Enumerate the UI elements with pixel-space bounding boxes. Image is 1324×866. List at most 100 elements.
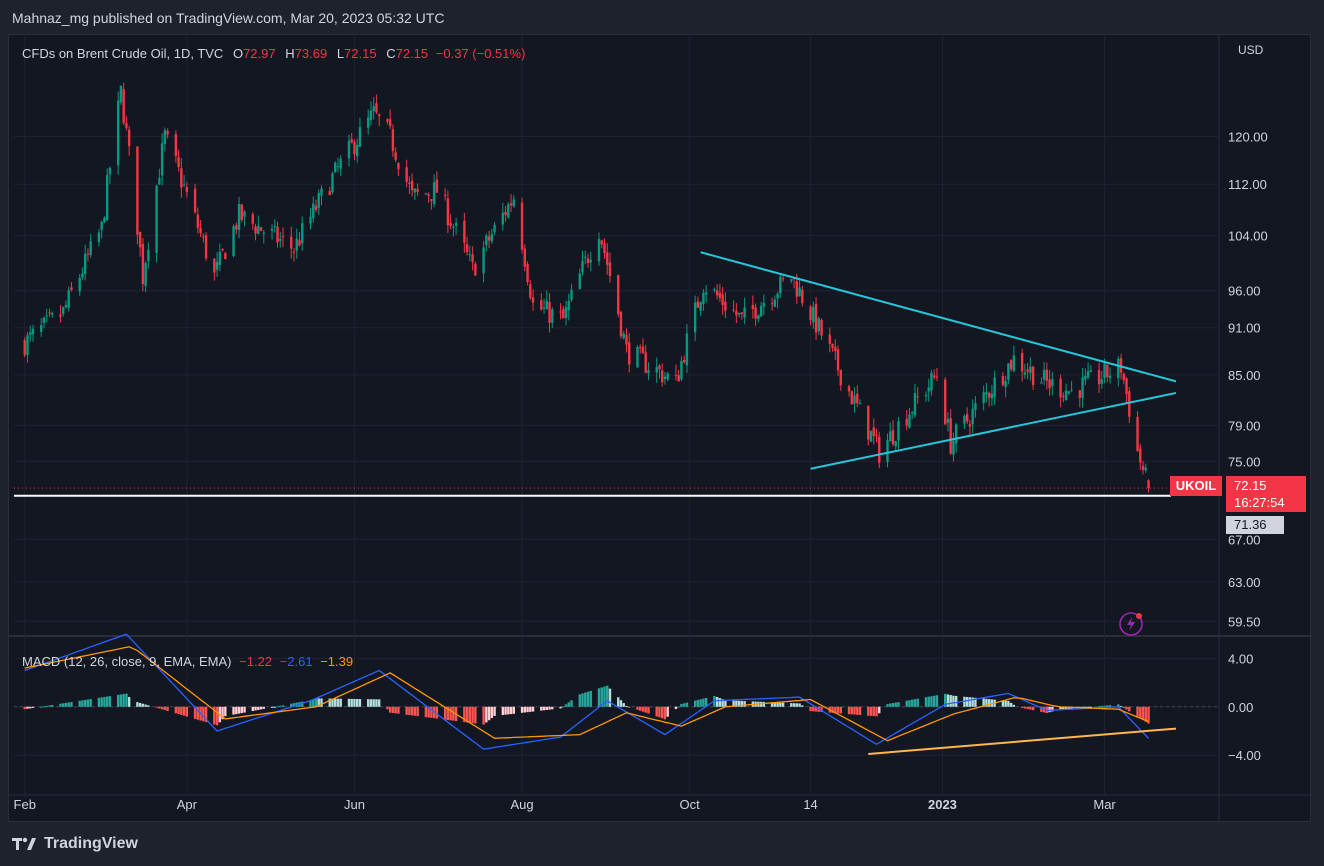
candle-body — [471, 254, 474, 262]
candle-body — [965, 413, 969, 422]
macd-hist-bar — [353, 698, 356, 707]
candle-body — [31, 328, 35, 335]
candle-body — [83, 253, 87, 274]
candle-body — [853, 395, 856, 404]
candle-body — [674, 374, 678, 376]
candle-body — [663, 376, 667, 379]
macd-hist-bar — [493, 706, 496, 716]
candle-body — [281, 236, 285, 238]
candle-body — [982, 392, 985, 404]
candle-body — [42, 317, 46, 323]
macd-hist-bar — [952, 695, 955, 707]
candle-body — [336, 166, 340, 168]
candle-body — [737, 312, 741, 315]
candle-body — [721, 294, 724, 306]
candle-body — [257, 225, 260, 234]
macd-hist-bar — [1059, 706, 1062, 710]
macd-hist-bar — [776, 702, 779, 707]
macd-hist-bar — [853, 706, 856, 715]
macd-hist-bar — [465, 706, 469, 723]
candle-body — [279, 238, 282, 241]
candle-body — [490, 234, 494, 242]
price-tick-label: 59.50 — [1228, 614, 1261, 629]
candle-body — [474, 263, 477, 276]
macd-hist-bar — [424, 706, 428, 718]
candle-body — [174, 134, 178, 156]
macd-hist-bar — [699, 699, 702, 707]
candle-body — [405, 167, 408, 182]
macd-hist-bar — [320, 698, 323, 707]
candle-body — [905, 418, 908, 426]
macd-hist-bar — [856, 706, 859, 715]
candle-body — [586, 258, 590, 263]
macd-hist-bar — [867, 706, 870, 716]
candle-body — [625, 334, 628, 345]
macd-hist-bar — [567, 702, 570, 707]
candle-body — [526, 264, 529, 283]
macd-hist-bar — [971, 697, 974, 707]
candle-body — [347, 140, 351, 159]
footer-brand[interactable]: TradingView — [12, 835, 138, 853]
candle-body — [523, 248, 527, 267]
macd-hist-bar — [391, 706, 395, 714]
macd-hist-bar — [570, 700, 573, 707]
macd-hist-bar — [839, 706, 842, 714]
macd-hist-bar — [878, 706, 881, 714]
symbol-label[interactable]: CFDs on Brent Crude Oil, 1D, TVC — [22, 46, 224, 61]
candle-body — [507, 204, 510, 218]
macd-hist-bar — [259, 706, 263, 710]
macd-hist-bar — [328, 698, 331, 707]
candle-body — [452, 226, 455, 228]
macd-hist-bar — [732, 700, 735, 707]
macd-hist-bar — [702, 698, 705, 707]
candle-body — [397, 162, 400, 170]
candle-body — [1141, 465, 1145, 470]
macd-hist-bar — [240, 706, 244, 714]
chart-svg[interactable]: 120.00 112.00 104.00 96.00 91.00 85.00 79.00 75… — [9, 35, 1312, 823]
macd-hist-bar — [144, 704, 147, 707]
macd-hist-bar — [1128, 706, 1131, 712]
candle-body — [29, 332, 32, 336]
lightning-icon[interactable] — [1118, 611, 1144, 637]
macd-hist-bar — [254, 706, 257, 711]
candle-body — [81, 273, 84, 278]
candle-body — [809, 306, 812, 320]
candle-body — [858, 403, 862, 405]
macd-hist-bar — [1007, 700, 1010, 707]
macd-hist-bar — [70, 702, 73, 707]
candle-body — [776, 293, 779, 299]
macd-hist-bar — [45, 705, 48, 707]
macd-hist-bar — [1089, 706, 1093, 708]
macd-hist-bar — [603, 686, 606, 707]
candle-body — [182, 184, 186, 186]
candle-body — [619, 311, 623, 337]
price-tick-label: 96.00 — [1228, 284, 1261, 299]
candle-body — [724, 301, 727, 311]
macd-hist-bar — [963, 696, 966, 707]
macd-hist-bar — [405, 706, 408, 715]
low-value: 72.15 — [344, 46, 377, 61]
candle-body — [465, 244, 469, 253]
candle-body — [740, 312, 744, 314]
macd-hist-bar — [1125, 706, 1128, 710]
macd-hist-bar — [916, 698, 919, 707]
macd-hist-bar — [526, 706, 529, 713]
candle-body — [138, 231, 142, 248]
candle-body — [290, 236, 293, 249]
macd-hist-bar — [1031, 706, 1035, 711]
candle-body — [331, 173, 334, 193]
macd-hist-bar — [273, 706, 276, 708]
macd-hist-bar — [141, 703, 145, 707]
candle-body — [501, 212, 505, 225]
candle-body — [509, 203, 513, 206]
macd-hist-bar — [1009, 702, 1013, 707]
candle-body — [446, 198, 450, 226]
candle-body — [237, 203, 241, 231]
macd-hist-bar — [718, 698, 722, 707]
candle-body — [125, 122, 128, 128]
candle-body — [581, 260, 584, 273]
macd-label[interactable]: MACD (12, 26, close, 9, EMA, EMA) — [22, 654, 232, 669]
macd-hist-bar — [119, 694, 123, 707]
macd-hist-bar — [185, 706, 189, 717]
candle-body — [432, 182, 436, 205]
